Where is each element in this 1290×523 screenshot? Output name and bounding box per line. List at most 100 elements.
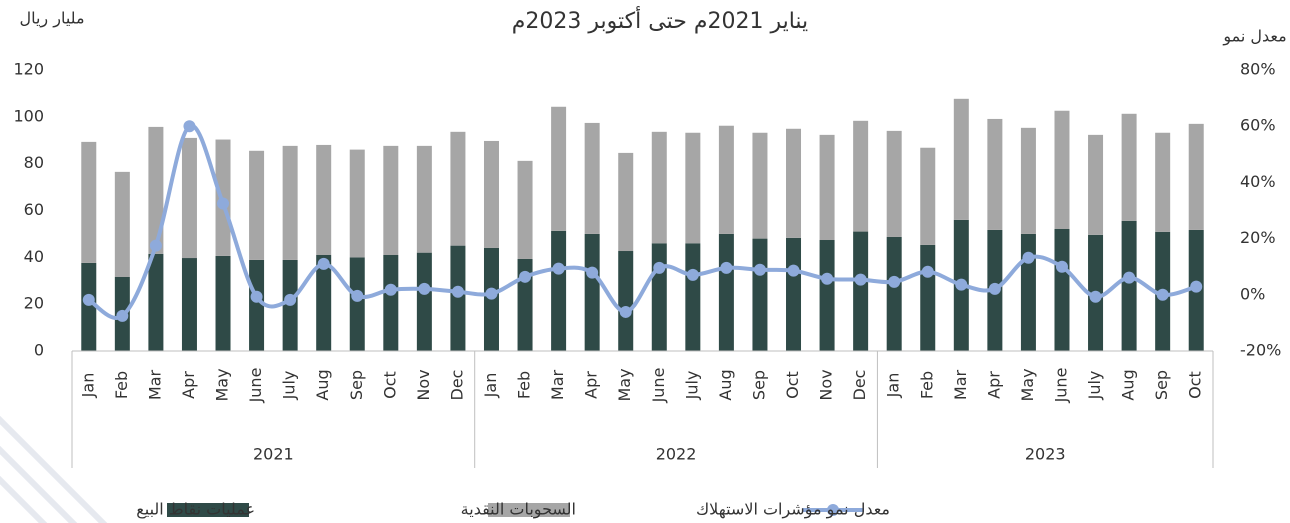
bar [517, 160, 533, 259]
bar [920, 147, 936, 245]
x-tick-label: Oct [1186, 371, 1205, 399]
line-marker [317, 257, 330, 270]
bar [651, 131, 667, 244]
bar [1020, 233, 1036, 351]
x-tick-label: Aug [313, 369, 332, 400]
bar [81, 262, 97, 351]
group-label: 2021 [253, 445, 294, 464]
bar [349, 257, 365, 351]
bar [651, 243, 667, 351]
line-marker [485, 287, 498, 300]
bar [1121, 113, 1137, 221]
x-tick-label: Aug [716, 369, 735, 400]
bar [752, 132, 768, 239]
y2-tick-label: 0% [1240, 284, 1265, 303]
line-marker [1055, 260, 1068, 273]
bar [114, 171, 130, 278]
x-tick-label: Jan [78, 373, 97, 399]
group-label: 2022 [656, 445, 697, 464]
line-marker [586, 266, 599, 279]
bar [483, 140, 499, 248]
bar [450, 245, 466, 351]
y2-tick-label: -20% [1240, 341, 1281, 360]
x-tick-label: Oct [380, 371, 399, 399]
x-tick-label: May [213, 368, 232, 401]
line-marker [1156, 288, 1169, 301]
x-tick-label: Mar [548, 369, 567, 400]
line-marker [1123, 271, 1136, 284]
bar [383, 254, 399, 351]
bar [718, 233, 734, 351]
line-marker [552, 262, 565, 275]
y-tick-label: 0 [34, 341, 44, 360]
decoration [0, 415, 108, 523]
x-tick-label: Feb [917, 371, 936, 399]
bar [584, 233, 600, 351]
x-tick-label: Nov [817, 369, 836, 400]
x-tick-label: Apr [179, 371, 198, 399]
x-tick-label: Sep [347, 370, 366, 400]
bar [618, 251, 634, 351]
x-tick-label: June [1051, 368, 1070, 404]
x-tick-label: Sep [749, 370, 768, 400]
bar [383, 145, 399, 255]
line-marker [149, 239, 162, 252]
x-tick-label: Apr [582, 371, 601, 399]
bar [551, 230, 567, 351]
line-marker [686, 268, 699, 281]
bar [685, 243, 701, 351]
bar [316, 254, 332, 351]
bar [853, 231, 869, 351]
x-tick-label: June [649, 368, 668, 404]
line-marker [250, 290, 263, 303]
y2-tick-label: 40% [1240, 172, 1276, 191]
line-marker [888, 275, 901, 288]
x-tick-label: Jan [481, 373, 500, 399]
bar [148, 253, 164, 351]
line-marker [116, 309, 129, 322]
line-marker [653, 261, 666, 274]
line-marker [1022, 251, 1035, 264]
y-tick-label: 120 [13, 60, 44, 79]
line-marker [955, 278, 968, 291]
bar [416, 252, 432, 351]
y-tick-label: 60 [24, 200, 44, 219]
bar [920, 244, 936, 351]
line-marker [753, 263, 766, 276]
y-tick-label: 40 [24, 247, 44, 266]
bar [1121, 220, 1137, 351]
x-tick-label: Jan [884, 373, 903, 399]
bar [181, 137, 197, 259]
bar [786, 128, 802, 238]
legend-swatch [488, 503, 570, 517]
legend-label: عمليات نقاط البيع [136, 500, 255, 520]
y2-axis-label: معدل نمو [1222, 27, 1286, 47]
line-marker [1190, 280, 1203, 293]
y-tick-label: 80 [24, 153, 44, 172]
bar [517, 258, 533, 351]
legend-label: معدل نمو مؤشرات الاستهلاك [696, 500, 890, 520]
bar [1188, 123, 1204, 230]
bar [181, 258, 197, 351]
bar [819, 134, 835, 241]
x-tick-label: Apr [984, 371, 1003, 399]
bar [953, 98, 969, 220]
line-marker [854, 273, 867, 286]
bar [416, 145, 432, 253]
x-tick-label: Feb [515, 371, 534, 399]
bar [215, 255, 231, 351]
line-marker [988, 282, 1001, 295]
bar [886, 236, 902, 351]
bar [1088, 134, 1104, 235]
line-marker [821, 272, 834, 285]
x-tick-label: July [280, 371, 299, 401]
y2-tick-label: 20% [1240, 228, 1276, 247]
x-tick-label: May [615, 368, 634, 401]
bar [987, 118, 1003, 230]
x-tick-label: Dec [447, 370, 466, 401]
line-marker [351, 289, 364, 302]
x-tick-label: July [682, 371, 701, 401]
x-tick-label: Nov [414, 369, 433, 400]
bar [282, 145, 298, 260]
x-tick-label: Mar [951, 369, 970, 400]
